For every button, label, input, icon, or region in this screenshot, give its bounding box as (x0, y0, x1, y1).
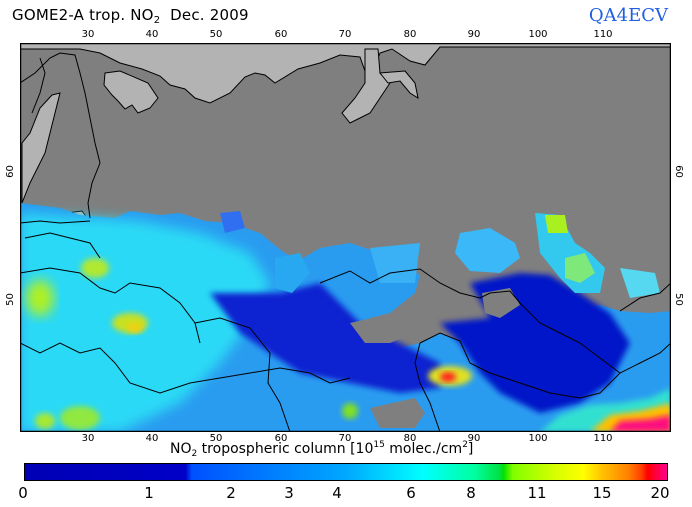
cb-title-sub: 2 (191, 449, 198, 459)
longitude-tick-label: 100 (528, 433, 548, 444)
latitude-tick-label: 50 (672, 293, 684, 306)
colorbar-tick-label: 20 (650, 484, 670, 502)
colorbar-tick-label: 11 (527, 484, 547, 502)
cb-title-no: NO (170, 441, 192, 457)
map-canvas (20, 43, 671, 432)
colorbar-tick-label: 1 (144, 484, 154, 502)
longitude-tick-label: 40 (145, 433, 159, 444)
longitude-tick-label: 110 (593, 433, 613, 444)
latitude-tick-label: 50 (4, 293, 16, 306)
longitude-tick-label: 50 (209, 433, 223, 444)
data-field (20, 203, 671, 432)
colorbar-tick-label: 6 (406, 484, 416, 502)
chart-title: GOME2-A trop. NO2 Dec. 2009 (12, 6, 249, 26)
country-borders (20, 52, 671, 432)
latitude-tick-label: 60 (672, 165, 684, 178)
colorbar-tick-label: 0 (18, 484, 28, 502)
longitude-tick-label: 50 (209, 29, 223, 40)
longitude-tick-label: 30 (81, 29, 95, 40)
title-subscript: 2 (153, 15, 161, 26)
cb-title-unit-exp: 2 (462, 440, 468, 450)
colorbar-tick-label: 8 (466, 484, 476, 502)
longitude-tick-label: 110 (593, 29, 613, 40)
colorbar-tick-label: 15 (592, 484, 612, 502)
colorbar-tick-label: 4 (332, 484, 342, 502)
title-date: Dec. 2009 (160, 6, 249, 24)
longitude-tick-label: 100 (528, 29, 548, 40)
longitude-tick-label: 90 (467, 433, 481, 444)
cb-title-close: ] (467, 441, 474, 457)
longitude-tick-label: 70 (338, 433, 352, 444)
cb-title-exp: 15 (373, 440, 385, 450)
longitude-tick-label: 40 (145, 29, 159, 40)
colorbar-tick-label: 3 (284, 484, 294, 502)
longitude-tick-label: 60 (274, 29, 288, 40)
longitude-tick-label: 30 (81, 433, 95, 444)
cb-title-unit: molec./cm (384, 441, 463, 457)
colorbar (24, 463, 668, 481)
no2-map (20, 43, 671, 432)
longitude-tick-label: 60 (274, 433, 288, 444)
title-text: GOME2-A trop. NO (12, 6, 154, 24)
longitude-tick-label: 80 (403, 29, 417, 40)
longitude-tick-label: 70 (338, 29, 352, 40)
longitude-tick-label: 90 (467, 29, 481, 40)
latitude-tick-label: 60 (4, 165, 16, 178)
longitude-tick-label: 80 (403, 433, 417, 444)
colorbar-title: NO2 tropospheric column [1015 molec./cm2… (170, 440, 473, 459)
cb-title-mid: tropospheric column [10 (197, 441, 374, 457)
colorbar-tick-label: 2 (226, 484, 236, 502)
brand-label: QA4ECV (588, 5, 668, 26)
